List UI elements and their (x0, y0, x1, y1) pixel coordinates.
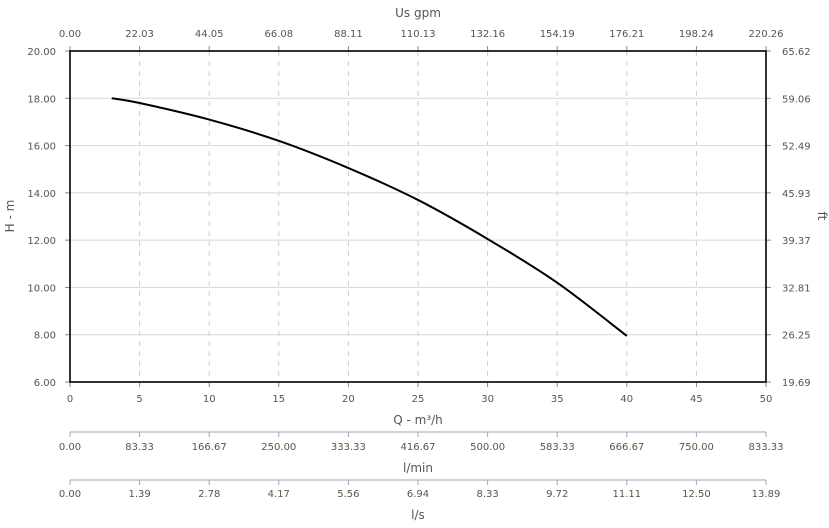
lmin-axis-title: l/min (403, 461, 433, 475)
top-tick-label: 22.03 (125, 29, 154, 40)
x-tick-label: 15 (272, 394, 285, 405)
x-axis-title: Q - m³/h (393, 413, 443, 427)
ls-tick-label: 0.00 (59, 489, 81, 500)
x-tick-label: 35 (551, 394, 564, 405)
lmin-tick-label: 416.67 (401, 442, 436, 453)
ls-tick-label: 12.50 (682, 489, 711, 500)
lmin-tick-label: 166.67 (192, 442, 227, 453)
y-tick-label: 20.00 (27, 47, 56, 58)
lmin-tick-label: 583.33 (540, 442, 575, 453)
ls-axis-title: l/s (411, 508, 425, 522)
y-tick-label: 16.00 (27, 142, 56, 153)
plot-frame (69, 50, 767, 383)
labels: 0 0.00 5 22.03 10 44.05 15 66.08 20 88.11 25 110.13… (27, 29, 810, 500)
top-tick-label: 110.13 (401, 29, 436, 40)
ls-tick-label: 9.72 (546, 489, 568, 500)
lmin-tick-label: 666.67 (609, 442, 644, 453)
ls-tick-label: 8.33 (476, 489, 498, 500)
top-tick-label: 198.24 (679, 29, 714, 40)
x-tick-label: 45 (690, 394, 703, 405)
ls-tick-label: 2.78 (198, 489, 220, 500)
right-tick-label: 32.81 (782, 283, 811, 294)
x-tick-label: 10 (203, 394, 216, 405)
lmin-tick-label: 250.00 (261, 442, 296, 453)
y-tick-label: 18.00 (27, 94, 56, 105)
top-tick-label: 0.00 (59, 29, 81, 40)
right-tick-label: 19.69 (782, 378, 811, 389)
right-tick-label: 59.06 (782, 94, 811, 105)
top-tick-label: 220.26 (749, 29, 784, 40)
x-tick-label: 0 (67, 394, 73, 405)
y-tick-label: 6.00 (34, 378, 56, 389)
ls-tick-label: 4.17 (268, 489, 290, 500)
right-tick-label: 52.49 (782, 142, 811, 153)
right-tick-label: 65.62 (782, 47, 811, 58)
grid (65, 46, 771, 485)
y-tick-label: 14.00 (27, 189, 56, 200)
right-tick-label: 26.25 (782, 331, 811, 342)
top-axis-title: Us gpm (395, 6, 441, 20)
pump-curve-line (111, 97, 628, 337)
y-tick-label: 8.00 (34, 331, 56, 342)
top-tick-label: 88.11 (334, 29, 363, 40)
top-tick-label: 66.08 (264, 29, 293, 40)
lmin-tick-label: 833.33 (749, 442, 784, 453)
y-tick-label: 10.00 (27, 283, 56, 294)
ls-tick-label: 5.56 (337, 489, 359, 500)
x-tick-label: 30 (481, 394, 494, 405)
y-axis-title: H - m (3, 200, 17, 233)
lmin-tick-label: 0.00 (59, 442, 81, 453)
y-tick-label: 12.00 (27, 236, 56, 247)
lmin-tick-label: 750.00 (679, 442, 714, 453)
top-tick-label: 154.19 (540, 29, 575, 40)
ls-tick-label: 1.39 (128, 489, 150, 500)
lmin-tick-label: 500.00 (470, 442, 505, 453)
right-axis-title: ft (815, 212, 829, 221)
x-tick-label: 20 (342, 394, 355, 405)
x-tick-label: 50 (760, 394, 773, 405)
curve-layer (111, 97, 628, 337)
x-tick-label: 25 (412, 394, 425, 405)
top-tick-label: 132.16 (470, 29, 505, 40)
ls-tick-label: 11.11 (612, 489, 641, 500)
lmin-tick-label: 83.33 (125, 442, 154, 453)
top-tick-label: 176.21 (609, 29, 644, 40)
lmin-tick-label: 333.33 (331, 442, 366, 453)
x-tick-label: 40 (620, 394, 633, 405)
top-tick-label: 44.05 (195, 29, 224, 40)
ls-tick-label: 6.94 (407, 489, 429, 500)
ls-tick-label: 13.89 (752, 489, 781, 500)
x-tick-label: 5 (136, 394, 142, 405)
right-tick-label: 45.93 (782, 189, 811, 200)
right-tick-label: 39.37 (782, 236, 811, 247)
